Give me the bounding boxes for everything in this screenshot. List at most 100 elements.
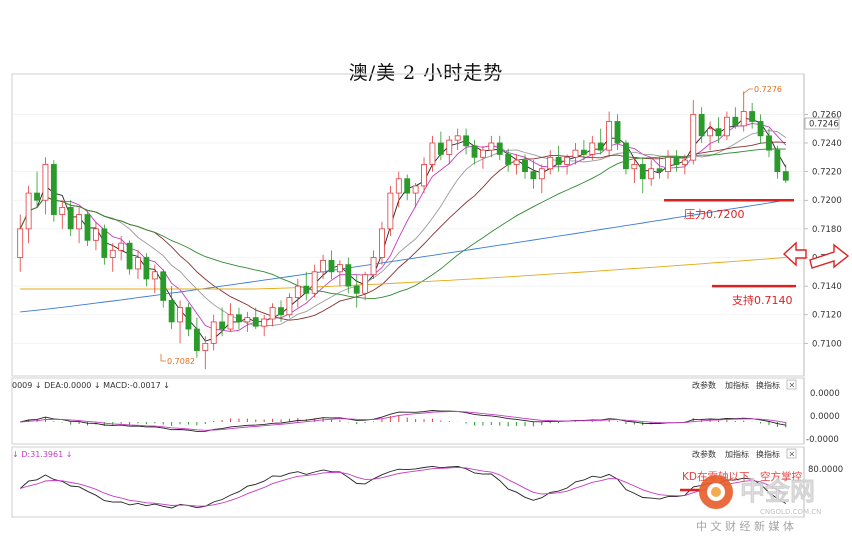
candle-body (387, 192, 394, 230)
macd-tick-1: 0.0000 (810, 389, 840, 399)
candle (236, 307, 242, 330)
candle-body (311, 271, 318, 294)
candle (202, 336, 209, 370)
candle-body (505, 154, 512, 165)
candle-body (648, 168, 655, 180)
kd-close-icon[interactable] (786, 448, 797, 459)
arrow-right-icon (809, 243, 850, 269)
candle-body (294, 285, 301, 298)
candle (244, 311, 251, 332)
candle-body (606, 121, 613, 151)
kd-change-params-button[interactable]: 改参数 (692, 449, 716, 459)
macd-close-icon[interactable] (786, 379, 797, 390)
candle-body (580, 149, 587, 155)
candle (690, 100, 697, 165)
candle-body (135, 257, 141, 270)
candle-body (395, 178, 402, 194)
candle-body (269, 307, 276, 320)
candle (101, 224, 108, 265)
candle (294, 278, 301, 308)
high-marker (742, 88, 753, 95)
candle (446, 135, 453, 165)
candle-body (219, 321, 226, 330)
candle-body (690, 113, 697, 161)
candle-body (463, 135, 470, 147)
price-tick-label: 0.7240 (812, 139, 842, 149)
price-annotations: 压力0.7200 支持0.7140 (664, 198, 796, 307)
ma-line-ma120 (20, 199, 786, 313)
candle (471, 140, 478, 165)
macd-swap-indicator-button[interactable]: 换指标 (756, 380, 780, 390)
candle (597, 128, 604, 155)
candle-body (236, 314, 242, 323)
low-marker (160, 354, 166, 362)
candle-body (168, 300, 175, 323)
candle (564, 154, 570, 175)
candle-body (93, 228, 99, 241)
candle (757, 114, 764, 143)
candle (25, 185, 32, 244)
candle (185, 303, 192, 337)
candle-body (732, 116, 739, 127)
candle (555, 145, 562, 172)
candle (665, 150, 671, 179)
candle-body (345, 264, 352, 287)
candle (387, 185, 394, 237)
candle-body (84, 214, 91, 241)
candle-body (118, 242, 125, 251)
candle (353, 274, 360, 308)
candle (656, 157, 663, 179)
candle (151, 264, 158, 294)
candle (749, 102, 756, 129)
candle (505, 148, 512, 172)
current-price-box (804, 117, 840, 130)
candle (17, 214, 24, 272)
candle (437, 131, 444, 161)
annotation-label: 压力0.7200 (684, 208, 745, 221)
macd-change-params-button[interactable]: 改参数 (692, 380, 716, 390)
candle-body (59, 206, 66, 215)
candle-body (362, 274, 369, 294)
macd-add-indicator-button[interactable]: 加指标 (725, 380, 749, 390)
candle (522, 154, 528, 179)
candle (631, 157, 638, 184)
candle (336, 260, 343, 287)
candle (547, 150, 554, 175)
candle (34, 171, 40, 208)
ma-line-ma60 (19, 148, 786, 300)
chart-title: 澳/美 2 小时走势 (348, 62, 504, 84)
price-tick-label: 0.7220 (812, 168, 842, 178)
candle-body (320, 259, 327, 273)
watermark-logo-core (711, 487, 721, 497)
candle (303, 271, 310, 301)
candle (782, 164, 789, 184)
price-tick-label: 0.7100 (812, 339, 842, 349)
price-tick-label: 0.7260 (812, 110, 842, 120)
candle-body (379, 228, 385, 258)
candle-body (227, 314, 234, 330)
candle (707, 121, 714, 151)
kd-swap-indicator-button[interactable]: 换指标 (756, 449, 780, 459)
candle (362, 271, 369, 301)
candle-body (210, 321, 217, 344)
candle-body (151, 271, 158, 280)
price-tick-label: 0.7140 (812, 282, 842, 292)
candle (210, 314, 217, 351)
candle (168, 286, 175, 330)
candle-body (202, 342, 209, 351)
candle (740, 91, 747, 132)
candle (126, 240, 133, 275)
candle-body (160, 271, 167, 301)
candle-body (101, 228, 108, 258)
candle-body (454, 135, 461, 141)
candle-body (437, 142, 444, 155)
candle (50, 160, 57, 222)
kd-add-indicator-button[interactable]: 加指标 (725, 449, 749, 459)
candle-body (446, 139, 453, 155)
candle-body (328, 259, 335, 273)
candle-body (412, 185, 419, 194)
candle-body (547, 156, 554, 170)
candle (589, 135, 596, 161)
watermark-brand: 中金网 (740, 477, 815, 506)
candle (160, 268, 167, 308)
